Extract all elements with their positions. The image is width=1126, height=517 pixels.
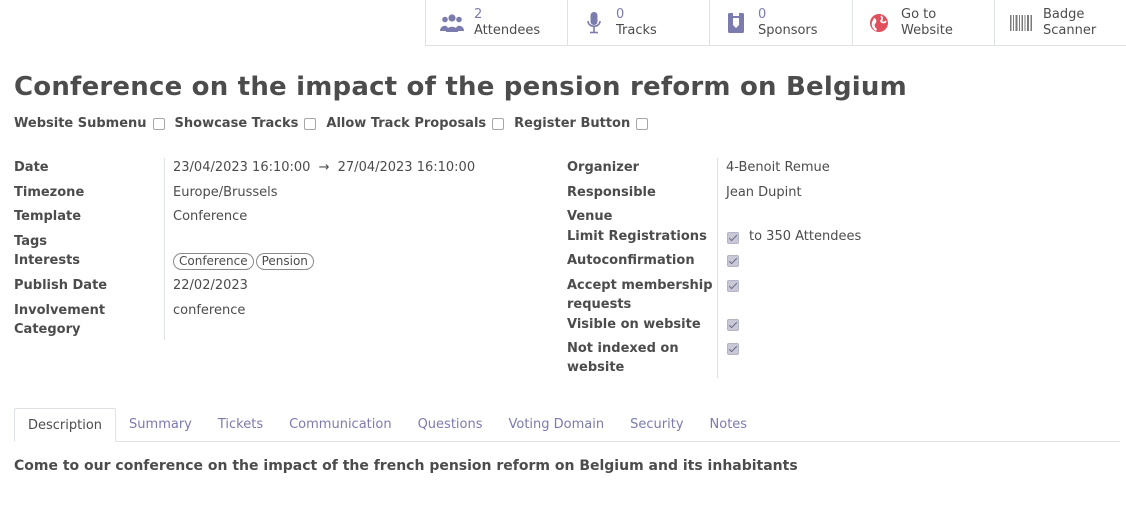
attendees-button[interactable]: 2 Attendees [425,0,567,46]
event-options: Website Submenu Showcase Tracks Allow Tr… [14,116,658,131]
involvement-label-line-2: Category [14,322,81,337]
tab-notes[interactable]: Notes [709,417,748,432]
tab-summary[interactable]: Summary [129,417,192,432]
accept-membership-checkbox[interactable] [727,280,739,292]
responsible-link[interactable]: Jean Dupint [726,185,802,200]
not-indexed-value [727,342,739,361]
template-label: Template [14,209,82,224]
accept-membership-label: Accept membership requests [567,276,713,314]
limit-registrations-label: Limit Registrations [567,229,707,244]
publish-date-label: Publish Date [14,278,108,293]
template-link[interactable]: Conference [173,209,248,224]
attendees-label: Attendees [474,23,541,38]
date-start: 23/04/2023 16:10:00 [173,160,311,175]
tracks-count: 0 [616,7,625,22]
description-text[interactable]: Come to our conference on the impact of … [14,458,798,474]
right-divider [717,158,718,378]
limit-registrations-checkbox[interactable] [727,231,739,244]
tab-tickets[interactable]: Tickets [217,417,264,432]
interest-tag[interactable]: Pension [255,253,314,270]
organizer-label: Organizer [567,160,640,175]
stat-button-box: 2 Attendees 0 Tracks 0 Spon [425,0,1126,46]
badge-scanner-label-1: Badge [1043,7,1085,22]
interest-tag[interactable]: Conference [173,253,254,270]
showcase-tracks-label: Showcase Tracks [174,116,299,131]
allow-track-proposals-option: Allow Track Proposals [326,116,505,131]
register-button-option: Register Button [514,116,649,131]
globe-icon [867,11,891,35]
tracks-button[interactable]: 0 Tracks [567,0,709,46]
register-button-checkbox[interactable] [636,117,649,130]
involvement-label: Involvement Category [14,301,105,339]
register-button-label: Register Button [514,116,631,131]
event-title[interactable]: Conference on the impact of the pension … [14,72,907,102]
accept-membership-label-line-1: Accept membership [567,278,713,293]
sponsors-count: 0 [758,7,767,22]
microphone-icon [582,11,606,35]
not-indexed-label-line-2: website [567,360,625,375]
website-submenu-checkbox[interactable] [152,117,165,130]
sponsors-button[interactable]: 0 Sponsors [709,0,852,46]
notebook-tabs: Description Summary Tickets Communicatio… [14,408,1120,442]
not-indexed-checkbox[interactable] [727,343,739,355]
go-to-label-1: Go to [901,7,937,22]
badge-scanner-button[interactable]: Badge Scanner [994,0,1126,46]
interests-tags: Conference Pension [173,252,316,271]
autoconfirmation-value [727,254,739,273]
barcode-icon [1009,11,1033,35]
venue-label: Venue [567,209,613,224]
website-submenu-label: Website Submenu [14,116,147,131]
date-label: Date [14,160,49,175]
limit-registrations-text: to 350 Attendees [749,229,862,244]
tab-voting-domain[interactable]: Voting Domain [508,417,605,432]
visible-on-website-value [727,318,739,337]
tracks-label: Tracks [616,23,657,38]
timezone-value[interactable]: Europe/Brussels [173,185,278,200]
tab-description[interactable]: Description [14,408,117,442]
autoconfirmation-label: Autoconfirmation [567,253,695,268]
website-submenu-option: Website Submenu [14,116,165,131]
showcase-tracks-checkbox[interactable] [304,117,317,130]
publish-date-value[interactable]: 22/02/2023 [173,278,248,293]
tab-communication[interactable]: Communication [289,417,392,432]
visible-on-website-checkbox[interactable] [727,319,739,331]
left-divider [164,158,165,340]
autoconfirmation-checkbox[interactable] [727,255,739,267]
involvement-link[interactable]: conference [173,303,246,318]
allow-track-proposals-checkbox[interactable] [492,117,505,130]
date-end: 27/04/2023 16:10:00 [337,160,476,175]
accept-membership-label-line-2: requests [567,297,632,312]
tags-label: Tags [14,234,48,249]
visible-on-website-label: Visible on website [567,317,701,332]
attendees-count: 2 [474,7,483,22]
tab-questions[interactable]: Questions [417,417,483,432]
arrow-right-icon: → [318,160,330,175]
limit-registrations-value: to 350 Attendees [727,227,861,246]
showcase-tracks-option: Showcase Tracks [175,116,317,131]
responsible-label: Responsible [567,185,656,200]
accept-membership-value [727,279,739,298]
allow-track-proposals-label: Allow Track Proposals [326,116,487,131]
users-icon [440,11,464,35]
organizer-link[interactable]: 4-Benoit Remue [726,160,830,175]
not-indexed-label: Not indexed on website [567,339,679,377]
interests-label: Interests [14,253,81,268]
badge-icon [724,11,748,35]
go-to-website-button[interactable]: Go to Website [852,0,994,46]
not-indexed-label-line-1: Not indexed on [567,341,679,356]
tab-security[interactable]: Security [630,417,684,432]
date-range[interactable]: 23/04/2023 16:10:00 → 27/04/2023 16:10:0… [173,158,475,177]
timezone-label: Timezone [14,185,85,200]
involvement-label-line-1: Involvement [14,303,106,318]
sponsors-label: Sponsors [758,23,818,38]
badge-scanner-label-2: Scanner [1043,23,1097,38]
go-to-label-2: Website [901,23,953,38]
